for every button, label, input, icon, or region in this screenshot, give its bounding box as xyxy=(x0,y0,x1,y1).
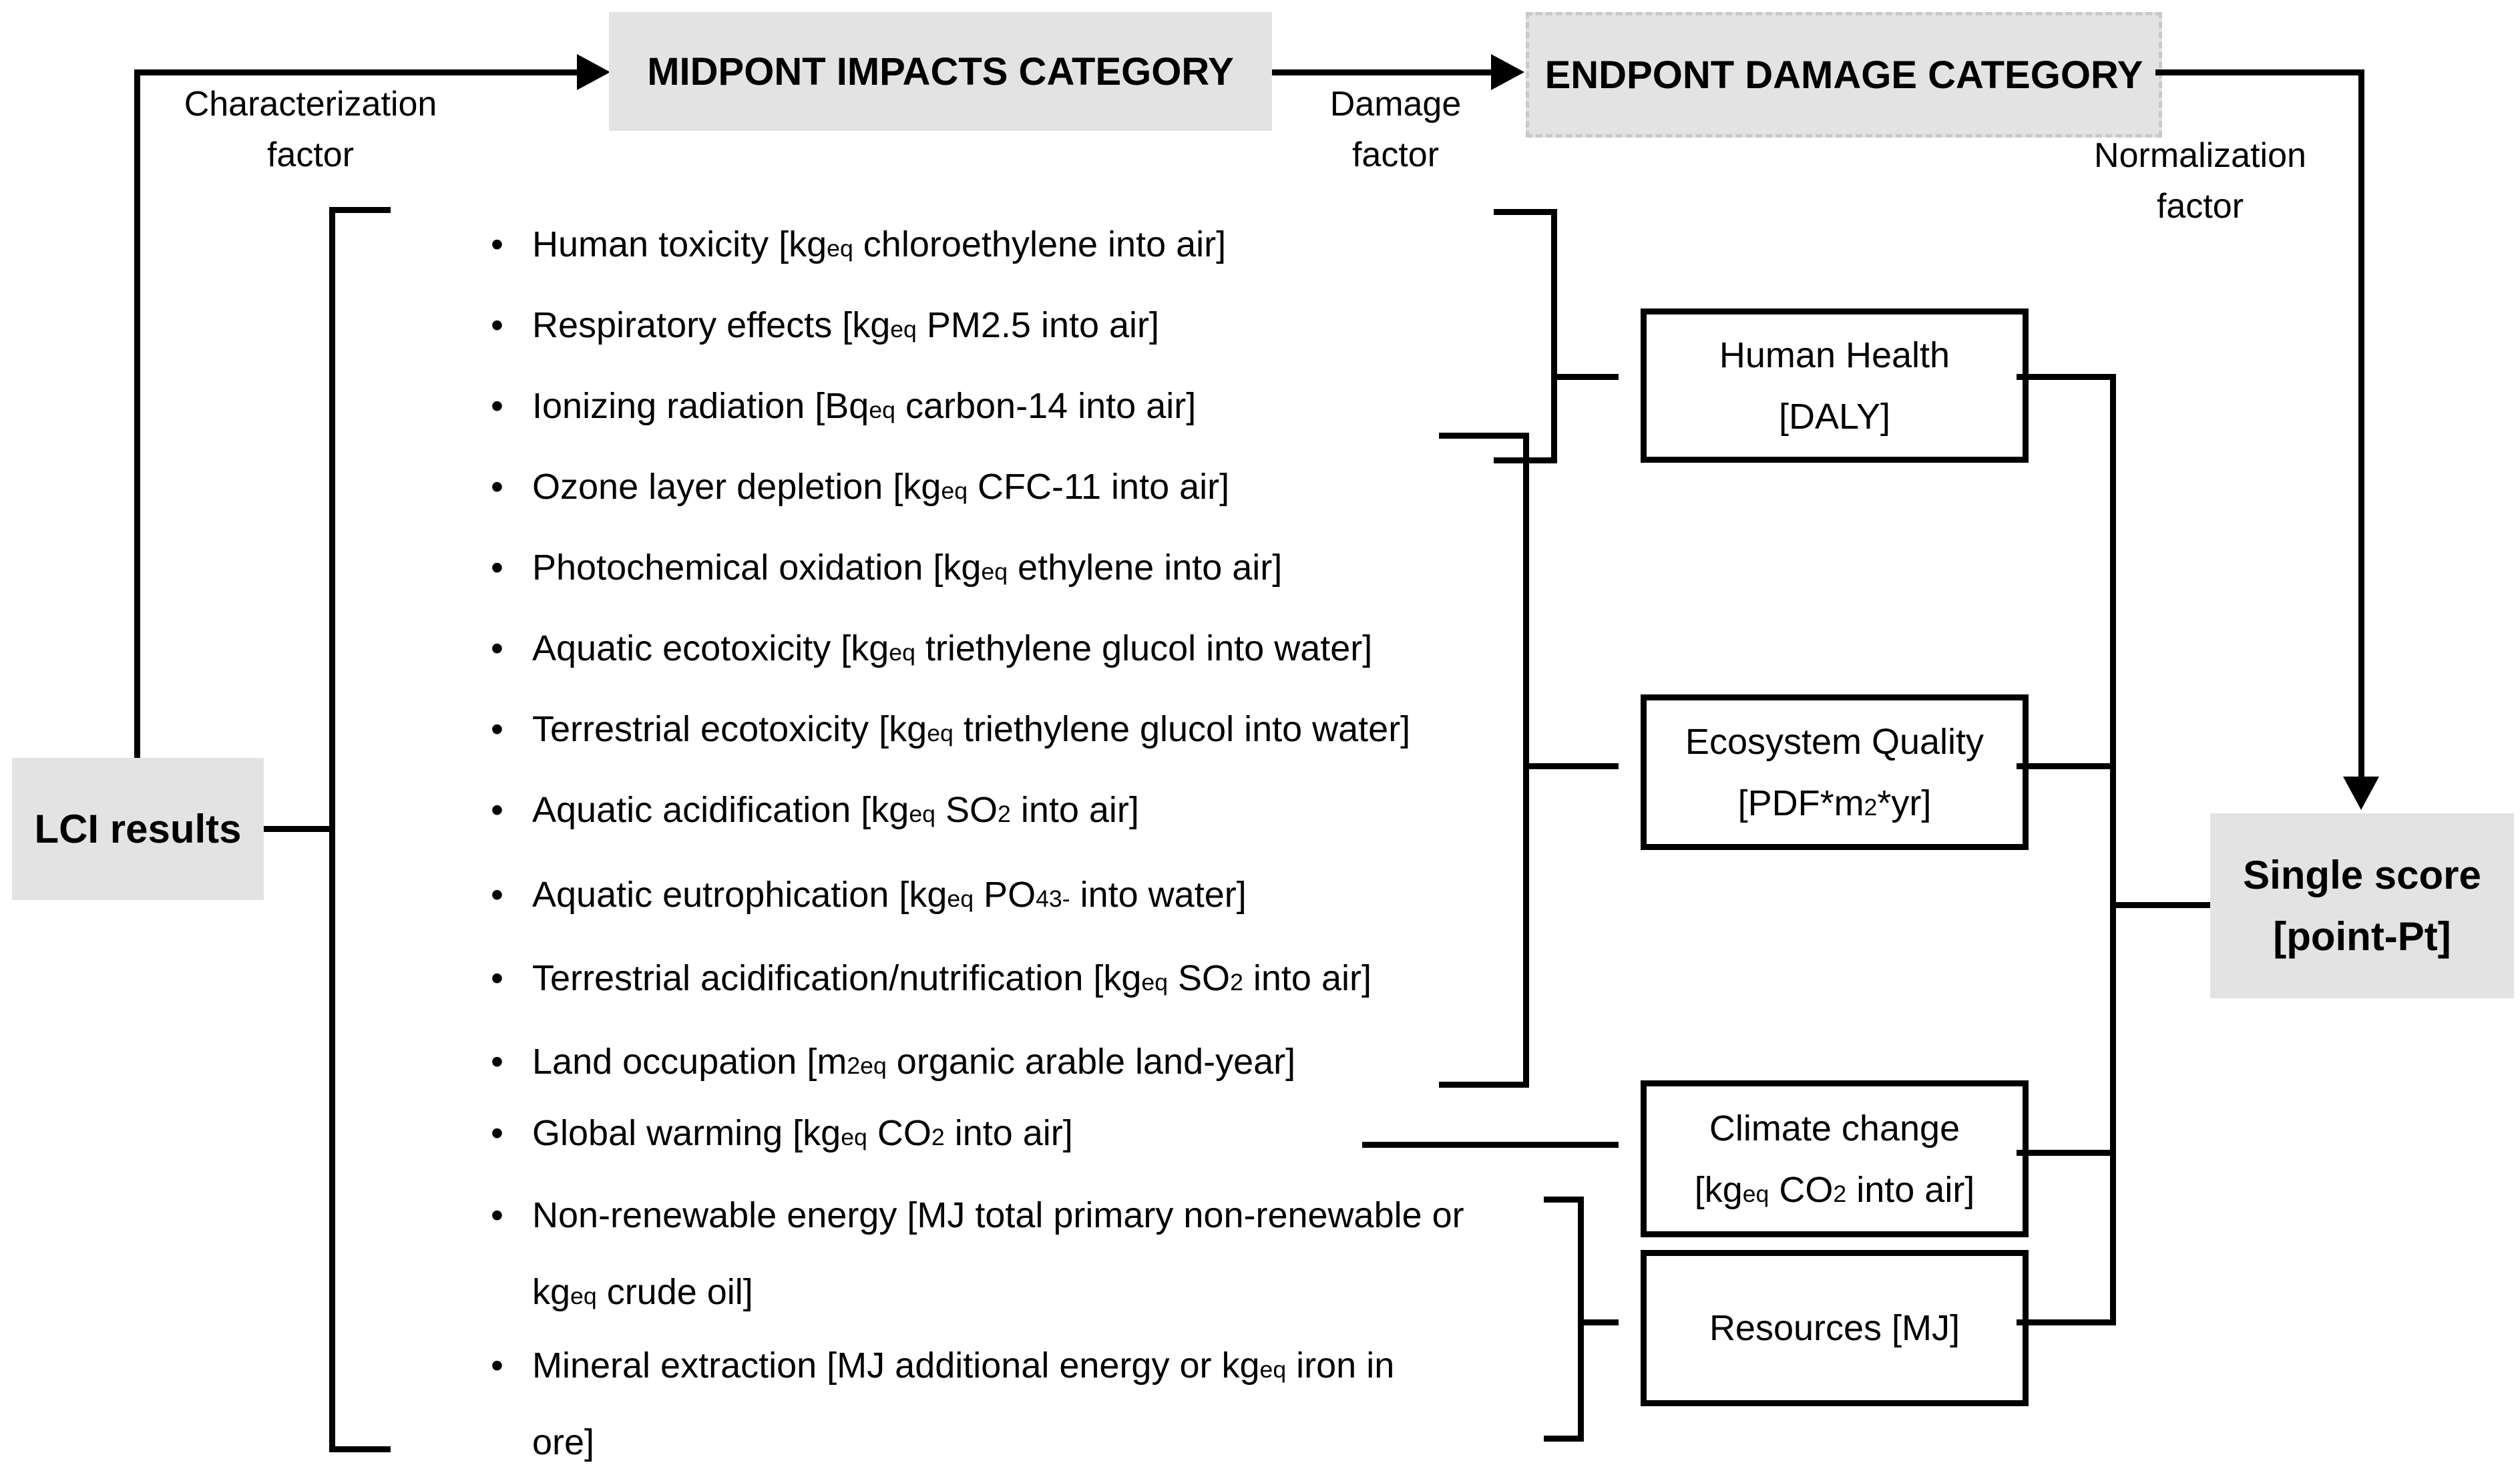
resources-output-line xyxy=(2017,1319,2116,1325)
list-item-text: Human toxicity [kgeq chloroethylene into… xyxy=(532,224,1227,264)
list-item: • Non-renewable energy [MJ total primary … xyxy=(491,1177,1464,1331)
bullet-icon: • xyxy=(491,958,503,998)
climate-change-label-line1: Climate change xyxy=(1709,1108,1960,1148)
bullet-icon: • xyxy=(491,1042,503,1082)
bullet-icon: • xyxy=(491,1345,503,1386)
list-item: • Ozone layer depletion [kgeq CFC-11 into… xyxy=(491,449,1229,525)
list-item-text: Aquatic acidification [kgeq SO2 into air… xyxy=(532,790,1139,830)
human-health-bracket-vertical xyxy=(1551,209,1557,463)
bullet-icon: • xyxy=(491,709,503,749)
lci-connector-line xyxy=(264,826,335,832)
list-item-text: Photochemical oxidation [kgeq ethylene i… xyxy=(532,548,1283,588)
resources-bracket-connector xyxy=(1584,1319,1619,1325)
list-item: • Land occupation [m2eq organic arable la… xyxy=(491,1024,1295,1100)
bullet-icon: • xyxy=(491,1113,503,1153)
list-item: • Photochemical oxidation [kgeq ethylene … xyxy=(491,530,1282,606)
endpoint-title: ENDPONT DAMAGE CATEGORY xyxy=(1544,53,2143,97)
ecosystem-bracket-connector xyxy=(1529,763,1619,769)
list-item: • Terrestrial ecotoxicity [kgeq triethyle… xyxy=(491,691,1410,768)
human-health-box: Human Health [DALY] xyxy=(1641,308,2029,463)
ecosystem-quality-label-line1: Ecosystem Quality xyxy=(1685,721,1984,762)
bullet-icon: • xyxy=(491,548,503,588)
human-health-bracket-connector xyxy=(1557,374,1619,380)
human-health-bracket-top-tick xyxy=(1494,209,1557,215)
bullet-icon: • xyxy=(491,875,503,915)
ecosystem-quality-label-line2: [PDF*m2*yr] xyxy=(1737,783,1932,823)
list-item-text: Ozone layer depletion [kgeq CFC-11 into … xyxy=(532,467,1230,507)
endpoint-damage-category-box: ENDPONT DAMAGE CATEGORY xyxy=(1526,12,2162,138)
list-item-text: Terrestrial ecotoxicity [kgeq triethylen… xyxy=(532,709,1411,749)
normalization-vertical-line xyxy=(2358,69,2364,779)
damage-arrowhead-icon xyxy=(1491,54,1524,90)
bullet-icon: • xyxy=(491,386,503,426)
list-item: • Ionizing radiation [Bqeq carbon-14 into… xyxy=(491,368,1196,445)
bullet-icon: • xyxy=(491,628,503,668)
list-item: • Human toxicity [kgeq chloroethylene int… xyxy=(491,206,1226,283)
characterization-arrow-line xyxy=(134,69,582,75)
list-item-text: Ionizing radiation [Bqeq carbon-14 into … xyxy=(532,386,1197,426)
normalization-factor-label: Normalization factor xyxy=(2094,136,2306,226)
single-score-connector xyxy=(2110,902,2210,908)
resources-bracket-top-tick xyxy=(1544,1197,1584,1203)
midpoint-impacts-category-box: MIDPONT IMPACTS CATEGORY xyxy=(609,12,1272,131)
normalization-horizontal-line xyxy=(2155,69,2364,75)
midpoint-title: MIDPONT IMPACTS CATEGORY xyxy=(647,49,1234,93)
climate-change-box: Climate change [kgeq CO2 into air] xyxy=(1641,1080,2029,1237)
single-score-label-line1: Single score xyxy=(2243,852,2481,897)
characterization-factor-label: Characterization factor xyxy=(184,85,437,174)
resources-box: Resources [MJ] xyxy=(1641,1250,2029,1406)
list-item: • Respiratory effects [kgeq PM2.5 into ai… xyxy=(491,287,1159,364)
damage-factor-label: Damage factor xyxy=(1329,85,1462,174)
list-item-text: Land occupation [m2eq organic arable lan… xyxy=(532,1042,1296,1082)
bullet-icon: • xyxy=(491,305,503,345)
human-health-label-line2: [DALY] xyxy=(1778,396,1891,437)
collector-vertical-line xyxy=(2110,374,2116,1325)
midpoint-bracket-vertical xyxy=(329,207,335,1452)
midpoint-bracket-top-tick xyxy=(329,207,391,213)
characterization-vertical-line xyxy=(134,69,140,758)
bullet-icon: • xyxy=(491,224,503,264)
lci-results-label: LCI results xyxy=(34,807,242,851)
list-item-text: Global warming [kgeq CO2 into air] xyxy=(532,1113,1073,1153)
list-item-text: Aquatic eutrophication [kgeq PO43- into … xyxy=(532,875,1247,915)
ecosystem-bracket-bottom-tick xyxy=(1439,1082,1529,1088)
bullet-icon: • xyxy=(491,790,503,830)
list-item: • Global warming [kgeq CO2 into air] xyxy=(491,1095,1073,1172)
climate-output-line xyxy=(2017,1150,2116,1156)
ecosystem-quality-box: Ecosystem Quality [PDF*m2*yr] xyxy=(1641,694,2029,850)
list-item-text: Terrestrial acidification/nutrification … xyxy=(532,958,1372,998)
lci-results-box: LCI results xyxy=(12,758,264,900)
bullet-icon: • xyxy=(491,467,503,507)
normalization-arrowhead-icon xyxy=(2343,777,2379,810)
list-item-text: Respiratory effects [kgeq PM2.5 into air… xyxy=(532,305,1160,345)
characterization-arrowhead-icon xyxy=(577,54,610,90)
list-item: • Aquatic acidification [kgeq SO2 into ai… xyxy=(491,772,1139,849)
resources-bracket-bottom-tick xyxy=(1544,1436,1584,1442)
list-item: • Mineral extraction [MJ additional energ… xyxy=(491,1327,1394,1481)
resources-bracket-vertical xyxy=(1578,1197,1584,1442)
list-item: • Aquatic eutrophication [kgeq PO43- into… xyxy=(491,857,1247,933)
damage-arrow-line xyxy=(1272,69,1492,75)
list-item-text: Mineral extraction [MJ additional energy… xyxy=(532,1345,1395,1462)
single-score-box: Single score [point-Pt] xyxy=(2210,813,2514,998)
list-item: • Terrestrial acidification/nutrification… xyxy=(491,940,1372,1017)
midpoint-bracket-bottom-tick xyxy=(329,1446,391,1452)
list-item: • Aquatic ecotoxicity [kgeq triethylene g… xyxy=(491,610,1372,687)
resources-label-line1: Resources [MJ] xyxy=(1709,1308,1960,1348)
global-warming-connector xyxy=(1362,1142,1619,1148)
list-item-text: Aquatic ecotoxicity [kgeq triethylene gl… xyxy=(532,628,1373,668)
list-item-text: Non-renewable energy [MJ total primary n… xyxy=(532,1195,1464,1312)
single-score-label-line2: [point-Pt] xyxy=(2273,913,2451,959)
ecosystem-bracket-vertical xyxy=(1523,433,1529,1088)
ecosystem-bracket-top-tick xyxy=(1439,433,1529,439)
human-health-label-line1: Human Health xyxy=(1719,335,1950,375)
bullet-icon: • xyxy=(491,1195,503,1235)
climate-change-label-line2: [kgeq CO2 into air] xyxy=(1694,1169,1975,1210)
ecosystem-output-line xyxy=(2017,763,2116,769)
human-health-output-line xyxy=(2017,374,2116,380)
